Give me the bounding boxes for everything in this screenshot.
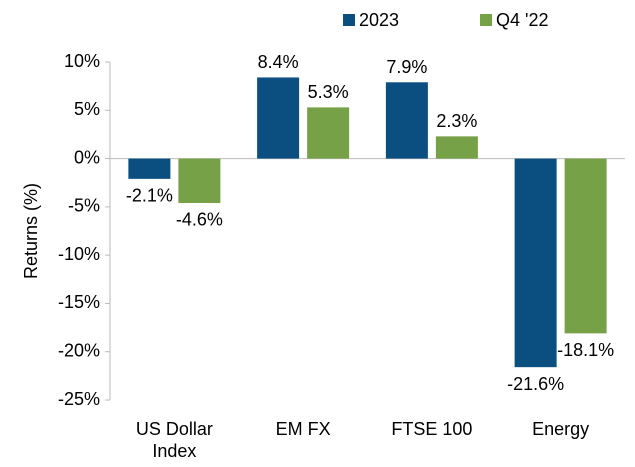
y-tick-label: 5% [74, 99, 100, 119]
y-tick-label: -10% [58, 244, 100, 264]
x-tick-label: US Dollar Index [135, 419, 213, 461]
data-label: -21.6% [507, 374, 564, 394]
data-label: -4.6% [176, 210, 223, 230]
y-tick-label: -20% [58, 340, 100, 360]
data-label: 8.4% [258, 52, 299, 72]
x-tick-label: EM FX [275, 419, 331, 439]
bar [435, 136, 478, 159]
bar [514, 158, 557, 368]
x-tick-label: Energy [532, 419, 590, 439]
y-tick-label: 0% [74, 147, 100, 167]
legend-swatch [480, 14, 492, 26]
bar [307, 107, 350, 159]
data-label: 5.3% [308, 82, 349, 102]
bar [178, 158, 221, 203]
data-label: 7.9% [386, 57, 427, 77]
legend-label: Q4 '22 [496, 10, 548, 30]
data-label: 2.3% [436, 111, 477, 131]
bar [564, 158, 607, 334]
y-tick-label: -5% [68, 196, 100, 216]
x-tick-label: FTSE 100 [391, 419, 473, 439]
y-tick-label: 10% [64, 51, 100, 71]
data-label: -2.1% [126, 186, 173, 206]
bar [128, 158, 171, 179]
legend-swatch [343, 14, 355, 26]
bar [257, 77, 300, 159]
legend-label: 2023 [359, 10, 399, 30]
y-axis-label: Returns (%) [21, 183, 41, 279]
y-tick-label: -15% [58, 292, 100, 312]
bar [385, 82, 428, 159]
y-tick-label: -25% [58, 389, 100, 409]
data-label: -18.1% [557, 340, 614, 360]
